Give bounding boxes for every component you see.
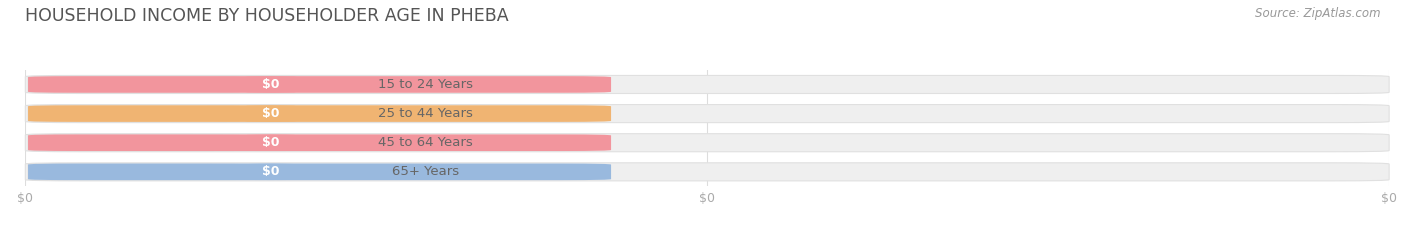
Text: $0: $0 [262, 165, 280, 178]
FancyBboxPatch shape [28, 164, 239, 180]
Text: HOUSEHOLD INCOME BY HOUSEHOLDER AGE IN PHEBA: HOUSEHOLD INCOME BY HOUSEHOLDER AGE IN P… [25, 7, 509, 25]
FancyBboxPatch shape [28, 134, 612, 151]
FancyBboxPatch shape [245, 76, 297, 93]
FancyBboxPatch shape [28, 76, 612, 93]
Text: $0: $0 [262, 78, 280, 91]
Text: 25 to 44 Years: 25 to 44 Years [378, 107, 472, 120]
Text: $0: $0 [262, 107, 280, 120]
Text: 15 to 24 Years: 15 to 24 Years [378, 78, 472, 91]
Text: Source: ZipAtlas.com: Source: ZipAtlas.com [1256, 7, 1381, 20]
Text: $0: $0 [262, 136, 280, 149]
FancyBboxPatch shape [25, 134, 1389, 152]
Text: 65+ Years: 65+ Years [392, 165, 458, 178]
FancyBboxPatch shape [25, 75, 1389, 93]
FancyBboxPatch shape [28, 105, 612, 122]
FancyBboxPatch shape [25, 105, 1389, 123]
FancyBboxPatch shape [25, 163, 1389, 181]
Text: 45 to 64 Years: 45 to 64 Years [378, 136, 472, 149]
FancyBboxPatch shape [245, 164, 297, 180]
FancyBboxPatch shape [245, 134, 297, 151]
FancyBboxPatch shape [28, 134, 239, 151]
FancyBboxPatch shape [28, 164, 612, 180]
FancyBboxPatch shape [245, 105, 297, 122]
FancyBboxPatch shape [28, 105, 239, 122]
FancyBboxPatch shape [28, 76, 239, 93]
